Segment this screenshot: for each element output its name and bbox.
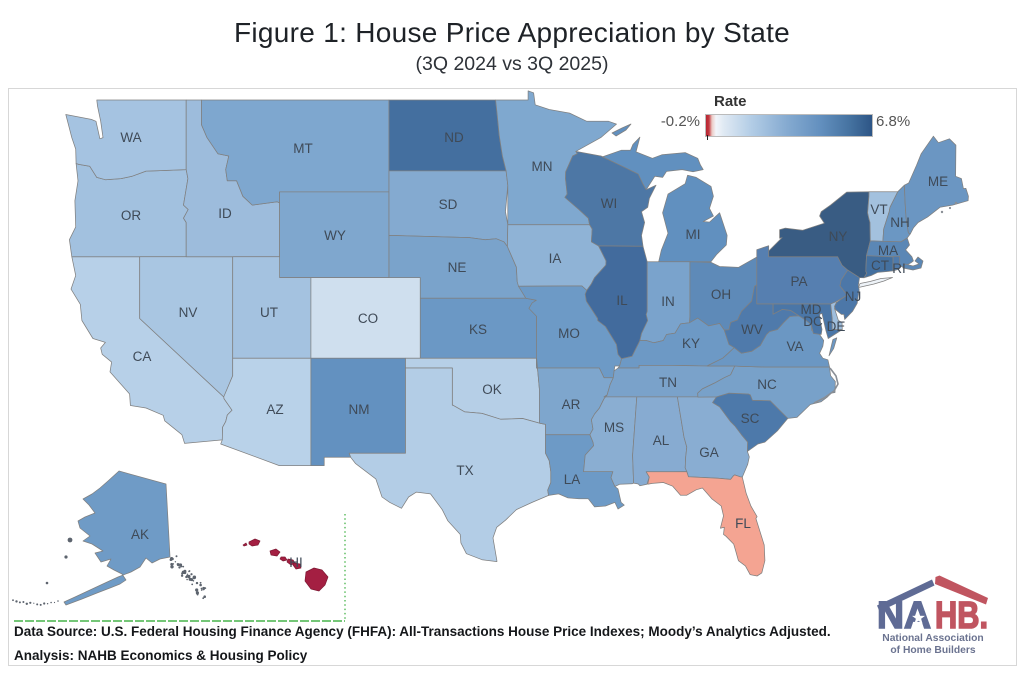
- svg-text:IL: IL: [616, 293, 628, 308]
- svg-text:KY: KY: [682, 336, 700, 351]
- svg-text:MS: MS: [604, 420, 624, 435]
- svg-text:MI: MI: [686, 227, 701, 242]
- svg-text:TX: TX: [456, 463, 473, 478]
- svg-text:HB.: HB.: [935, 595, 988, 637]
- svg-text:TN: TN: [659, 375, 677, 390]
- svg-text:MA: MA: [878, 243, 898, 258]
- svg-text:National Association: National Association: [882, 633, 983, 644]
- svg-text:IN: IN: [661, 294, 675, 309]
- svg-text:VA: VA: [786, 339, 803, 354]
- svg-text:NM: NM: [349, 402, 370, 417]
- svg-text:MD: MD: [801, 302, 822, 317]
- svg-text:ID: ID: [218, 206, 232, 221]
- svg-text:PA: PA: [790, 274, 807, 289]
- svg-text:GA: GA: [699, 445, 719, 460]
- svg-text:AR: AR: [562, 397, 581, 412]
- svg-text:CO: CO: [358, 311, 378, 326]
- svg-text:SD: SD: [439, 197, 458, 212]
- svg-text:CT: CT: [871, 258, 889, 273]
- svg-text:WY: WY: [324, 228, 346, 243]
- svg-text:WI: WI: [601, 196, 618, 211]
- svg-text:DE: DE: [827, 319, 846, 334]
- svg-text:AZ: AZ: [266, 402, 283, 417]
- svg-text:MO: MO: [558, 326, 580, 341]
- svg-text:NE: NE: [448, 260, 467, 275]
- svg-text:VT: VT: [870, 202, 887, 217]
- svg-text:HI: HI: [289, 555, 303, 570]
- svg-text:IA: IA: [549, 251, 562, 266]
- svg-text:AL: AL: [653, 433, 670, 448]
- svg-text:OK: OK: [482, 382, 502, 397]
- svg-text:WV: WV: [741, 322, 763, 337]
- svg-text:FL: FL: [735, 516, 751, 531]
- svg-text:KS: KS: [469, 322, 487, 337]
- svg-text:AK: AK: [131, 527, 149, 542]
- svg-text:OH: OH: [711, 287, 731, 302]
- svg-text:RI: RI: [892, 261, 906, 276]
- svg-text:CA: CA: [133, 349, 152, 364]
- svg-text:WA: WA: [120, 130, 141, 145]
- svg-text:ND: ND: [444, 130, 464, 145]
- svg-text:OR: OR: [121, 208, 142, 223]
- svg-text:NH: NH: [890, 215, 910, 230]
- svg-text:MN: MN: [532, 159, 553, 174]
- svg-text:NC: NC: [757, 377, 777, 392]
- svg-text:ME: ME: [928, 174, 948, 189]
- svg-text:NJ: NJ: [845, 289, 862, 304]
- svg-text:SC: SC: [741, 411, 760, 426]
- svg-text:NY: NY: [829, 229, 848, 244]
- svg-text:LA: LA: [564, 472, 581, 487]
- svg-text:of Home Builders: of Home Builders: [890, 645, 976, 656]
- svg-text:DC: DC: [803, 314, 823, 329]
- svg-text:NV: NV: [179, 305, 198, 320]
- svg-text:UT: UT: [260, 305, 278, 320]
- svg-text:MT: MT: [293, 141, 313, 156]
